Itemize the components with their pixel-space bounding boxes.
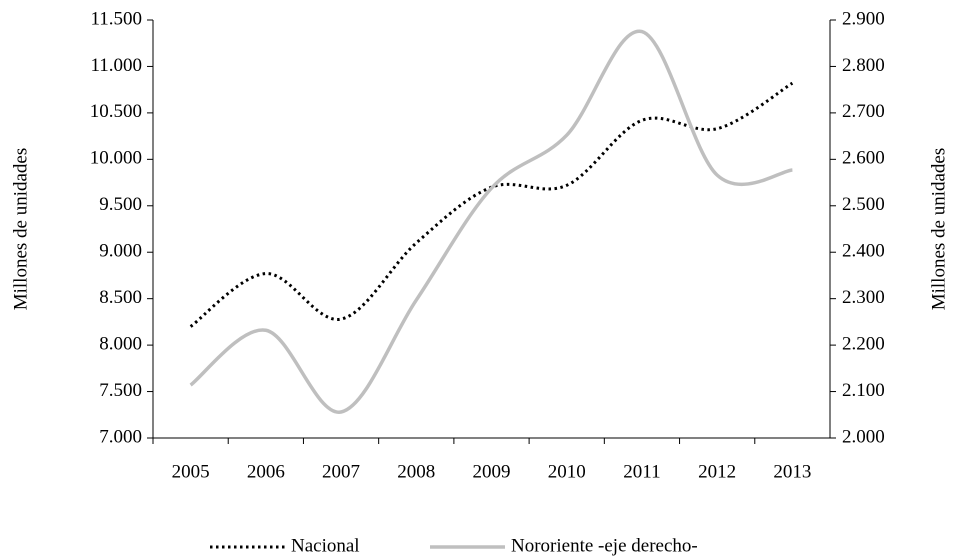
y-tick-label: 8.000 bbox=[99, 333, 142, 354]
y-tick-label: 7.000 bbox=[99, 426, 142, 447]
y2-tick-label: 2.200 bbox=[842, 333, 885, 354]
y-tick-label: 10.000 bbox=[90, 148, 142, 169]
x-tick-label: 2012 bbox=[698, 461, 736, 482]
y2-tick-label: 2.500 bbox=[842, 194, 885, 215]
y-tick-label: 7.500 bbox=[99, 380, 142, 401]
y2-tick-label: 2.800 bbox=[842, 55, 885, 76]
legend-label: Nacional bbox=[291, 535, 360, 556]
y2-axis-title: Millones de unidades bbox=[928, 148, 949, 311]
x-tick-label: 2005 bbox=[172, 461, 210, 482]
y-tick-label: 9.500 bbox=[99, 194, 142, 215]
legend-label: Nororiente -eje derecho- bbox=[511, 535, 698, 556]
x-tick-label: 2010 bbox=[548, 461, 586, 482]
x-tick-label: 2011 bbox=[623, 461, 660, 482]
y-tick-label: 11.500 bbox=[90, 8, 142, 29]
x-tick-label: 2007 bbox=[322, 461, 360, 482]
x-tick-label: 2006 bbox=[247, 461, 285, 482]
x-tick-label: 2013 bbox=[773, 461, 811, 482]
y2-tick-label: 2.900 bbox=[842, 8, 885, 29]
y2-tick-label: 2.600 bbox=[842, 148, 885, 169]
y2-tick-label: 2.300 bbox=[842, 287, 885, 308]
y-tick-label: 11.000 bbox=[90, 55, 142, 76]
series-line bbox=[189, 81, 794, 328]
y-tick-label: 8.500 bbox=[99, 287, 142, 308]
y-axis-title: Millones de unidades bbox=[10, 148, 31, 311]
y2-tick-label: 2.100 bbox=[842, 380, 885, 401]
x-tick-label: 2009 bbox=[473, 461, 511, 482]
y2-tick-label: 2.700 bbox=[842, 101, 885, 122]
series-line bbox=[189, 29, 793, 414]
y2-tick-label: 2.000 bbox=[842, 426, 885, 447]
x-tick-label: 2008 bbox=[397, 461, 435, 482]
y-tick-label: 9.000 bbox=[99, 241, 142, 262]
y2-tick-label: 2.400 bbox=[842, 241, 885, 262]
y-tick-label: 10.500 bbox=[90, 101, 142, 122]
